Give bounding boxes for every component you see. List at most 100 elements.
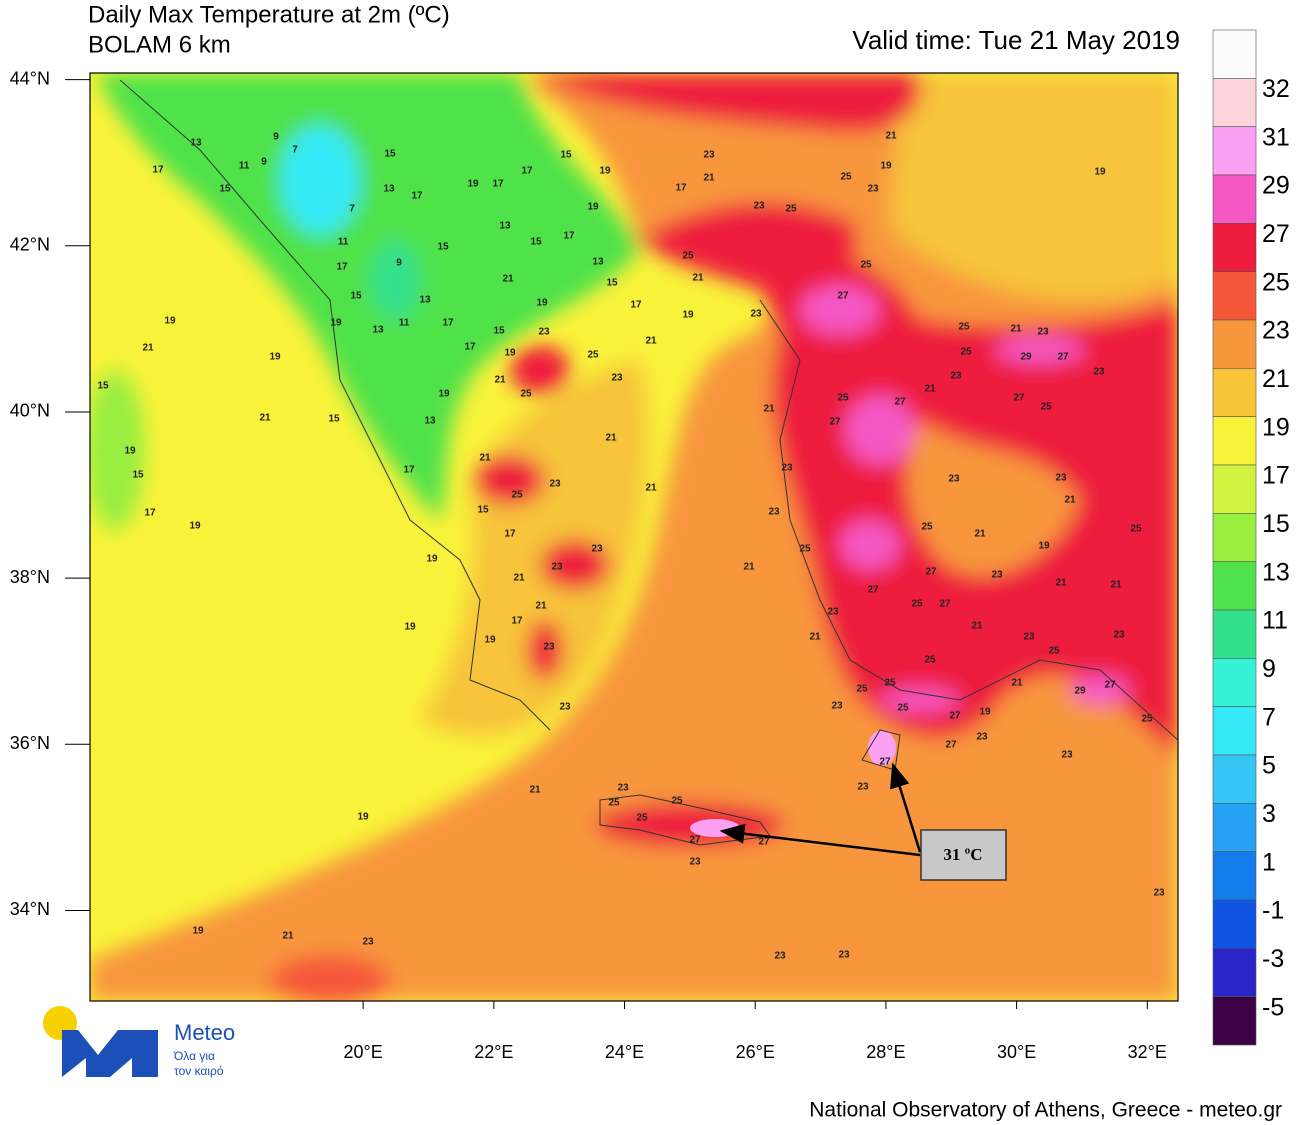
contour-label: 13 [499,221,511,232]
contour-label: 23 [591,544,603,555]
contour-label: 25 [1040,402,1052,413]
contour-label: 25 [799,544,811,555]
colorbar-label: 9 [1262,655,1276,683]
colorbar-label: 31 [1262,123,1290,151]
contour-label: 23 [1153,888,1165,899]
x-tick-label: 20°E [344,1042,383,1062]
contour-label: 23 [1023,632,1035,643]
colorbar-box [1212,851,1257,901]
arrow [719,823,921,857]
colorbar-box [1212,609,1257,659]
contour-label: 27 [879,757,891,768]
contour-label: 23 [543,642,555,653]
contour-label: 27 [1013,393,1025,404]
contour-label: 15 [132,470,144,481]
colorbar-box [1212,174,1257,224]
colorbar-box [1212,513,1257,562]
logo: Meteo Όλα για τον καιρό [43,1006,235,1078]
logo-name: Meteo [174,1020,235,1045]
x-tick-label: 24°E [605,1042,644,1062]
contour-label: 23 [538,327,550,338]
contour-label: 25 [856,684,868,695]
colorbar-box [1212,464,1257,514]
contour-label: 23 [549,479,561,490]
colorbar-box [1212,368,1257,417]
colorbar-box [1212,29,1257,79]
contour-label: 23 [857,782,869,793]
contour-label: 21 [1011,678,1023,689]
contour-label: 23 [827,607,839,618]
contour-label: 19 [880,161,892,172]
contour-label: 15 [477,505,489,516]
annotation-box [920,829,1007,881]
contour-label: 17 [336,262,348,273]
contour-label: 25 [511,490,523,501]
colorbar-label: 19 [1262,413,1290,441]
contour-label: 29 [1074,686,1086,697]
contour-label: 19 [330,318,342,329]
colorbar-label: 17 [1262,462,1290,490]
contour-label: 23 [703,150,715,161]
colorbar-label: 15 [1262,510,1290,538]
contour-label: 23 [1061,750,1073,761]
contour-label: 25 [884,678,896,689]
contour-label: 21 [924,384,936,395]
contour-label: 23 [1055,473,1067,484]
contour-label: 19 [189,521,201,532]
contour-label: 23 [750,309,762,320]
contour-labels: 13 9 11 9 17 15 7 15 7 17 13 19 17 17 15 19 23 21 17 19 23 25… [97,131,1165,962]
title: Daily Max Temperature at 2m (ºC) [88,1,450,28]
contour-label: 27 [939,599,951,610]
contour-label: 25 [1130,524,1142,535]
colorbar-label: 11 [1262,607,1288,635]
contour-label: 9 [261,157,267,168]
contour-label: 23 [611,373,623,384]
contour-label: 19 [164,316,176,327]
contour-label: 17 [442,318,454,329]
contour-label: 25 [897,703,909,714]
contour-label: 25 [520,389,532,400]
contour-label: 21 [763,404,775,415]
contour-label: 13 [372,325,384,336]
contour-label: 19 [467,179,479,190]
colorbar-label: 1 [1262,848,1276,876]
contour-label: 23 [559,702,571,713]
contour-label: 19 [536,298,548,309]
contour-label: 19 [124,446,136,457]
contour-label: 17 [152,165,164,176]
contour-label: 15 [328,414,340,425]
contour-label: 21 [513,573,525,584]
contour-label: 23 [768,507,780,518]
contour-label: 29 [1020,352,1032,363]
contour-label: 19 [484,635,496,646]
contour-label: 21 [529,785,541,796]
colorbar-label: 27 [1262,220,1290,248]
contour-label: 13 [419,295,431,306]
contour-label: 21 [692,273,704,284]
contour-label: 23 [753,201,765,212]
contour-label: 15 [530,237,542,248]
contour-label: 21 [1110,580,1122,591]
contour-label: 11 [239,161,250,172]
contour-label: 15 [97,381,109,392]
contour-label: 27 [867,585,879,596]
valid-time: Valid time: Tue 21 May 2019 [852,25,1180,55]
contour-label: 21 [1055,578,1067,589]
contour-label: 15 [493,326,505,337]
contour-label: 21 [743,562,755,573]
colorbar-label: 3 [1262,800,1276,828]
y-tick-label: 34°N [10,899,50,919]
contour-label: 21 [974,529,986,540]
annotation: 31 ºC [943,845,982,864]
colorbar-box [1212,996,1257,1046]
contour-label: 19 [504,348,516,359]
contour-label: 23 [1093,367,1105,378]
contour-label: 23 [831,701,843,712]
contour-label: 17 [464,342,476,353]
contour-label: 15 [350,291,362,302]
contour-label: 19 [682,310,694,321]
logo-tagline: τον καιρό [174,1064,224,1078]
contour-label: 17 [411,191,423,202]
colorbar-box [1212,416,1257,466]
contour-label: 27 [894,397,906,408]
